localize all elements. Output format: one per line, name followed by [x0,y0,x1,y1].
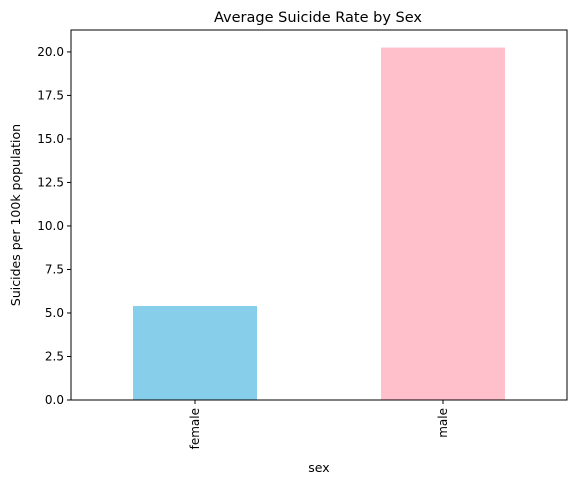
bar-male [381,47,505,401]
y-axis-label: Suicides per 100k population [8,124,23,306]
y-axis-ticks: 0.0 2.5 5.0 7.5 10.0 12.5 15.0 17.5 20.0 [37,45,71,407]
y-tick-label: 2.5 [45,349,64,363]
y-tick-label: 5.0 [45,306,64,320]
x-axis-ticks: female male [188,400,450,449]
bars-group [133,47,505,401]
plot-frame [70,29,568,401]
x-axis-label: sex [308,460,329,475]
y-tick-label: 17.5 [37,88,64,102]
y-tick-label: 0.0 [45,393,64,407]
y-tick-label: 12.5 [37,175,64,189]
y-tick-label: 10.0 [37,219,64,233]
chart-title: Average Suicide Rate by Sex [214,10,422,26]
y-tick-label: 20.0 [37,45,64,59]
x-tick-label: male [436,408,450,438]
y-tick-label: 7.5 [45,262,64,276]
y-tick-label: 15.0 [37,132,64,146]
bar-female [133,306,257,400]
x-tick-label: female [188,408,202,449]
